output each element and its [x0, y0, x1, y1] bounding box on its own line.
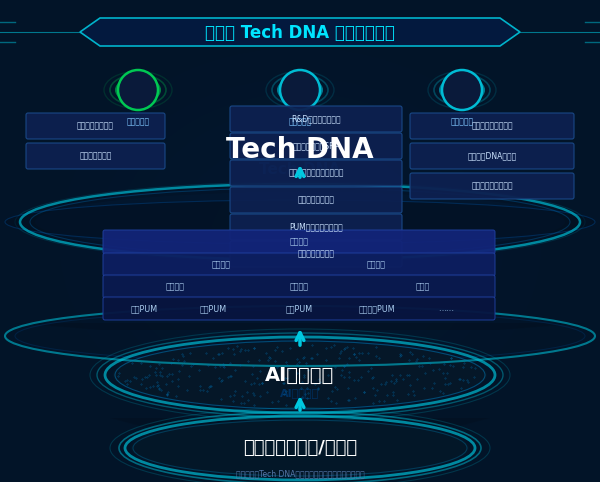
- Text: AI算法引擎: AI算法引擎: [265, 365, 335, 385]
- Ellipse shape: [15, 182, 585, 262]
- Text: 竞争情报库: 竞争情报库: [451, 118, 473, 126]
- FancyBboxPatch shape: [230, 241, 402, 267]
- FancyBboxPatch shape: [410, 173, 574, 199]
- FancyBboxPatch shape: [103, 253, 495, 276]
- FancyBboxPatch shape: [26, 143, 165, 169]
- Text: R&D友好的搜索方式: R&D友好的搜索方式: [291, 115, 341, 123]
- Text: 图：智慧芽Tech DNA数据处理示意图（来源：智慧芽）: 图：智慧芽Tech DNA数据处理示意图（来源：智慧芽）: [236, 469, 364, 479]
- Text: 公司科创DNA可视化: 公司科创DNA可视化: [467, 151, 517, 161]
- Text: Tech DNA: Tech DNA: [226, 136, 374, 164]
- Text: PUM辅助技术方案挖掘: PUM辅助技术方案挖掘: [289, 223, 343, 231]
- Ellipse shape: [5, 200, 595, 244]
- Polygon shape: [110, 418, 490, 426]
- Text: 生物医药PUM: 生物医药PUM: [358, 304, 395, 313]
- FancyBboxPatch shape: [103, 275, 495, 298]
- Text: 自定义用户分析: 自定义用户分析: [79, 151, 112, 161]
- FancyBboxPatch shape: [230, 214, 402, 240]
- Text: 通过技术效果找公司: 通过技术效果找公司: [471, 121, 513, 131]
- Circle shape: [118, 70, 158, 110]
- Text: AI算法引擎: AI算法引擎: [280, 388, 320, 398]
- FancyBboxPatch shape: [410, 143, 574, 169]
- FancyBboxPatch shape: [230, 106, 402, 132]
- FancyBboxPatch shape: [26, 113, 165, 139]
- Text: 技术领域: 技术领域: [290, 238, 308, 246]
- FancyBboxPatch shape: [230, 160, 402, 186]
- FancyBboxPatch shape: [103, 297, 495, 320]
- Polygon shape: [80, 18, 520, 46]
- Text: 辅助技术方案挖掘的过滤球: 辅助技术方案挖掘的过滤球: [288, 169, 344, 177]
- FancyBboxPatch shape: [230, 133, 402, 159]
- Text: 技术全景快速分析: 技术全景快速分析: [298, 250, 335, 258]
- Text: 技术效果: 技术效果: [367, 260, 386, 269]
- Text: Tech DNA: Tech DNA: [259, 162, 341, 177]
- Text: 技术手段: 技术手段: [166, 282, 184, 291]
- Text: 高效信息获取的SRP: 高效信息获取的SRP: [292, 142, 340, 150]
- Text: 按技术效果推荐公司: 按技术效果推荐公司: [471, 182, 513, 190]
- Text: 材料PUM: 材料PUM: [130, 304, 157, 313]
- Text: 智慧芽 Tech DNA 数据处理中枢: 智慧芽 Tech DNA 数据处理中枢: [205, 24, 395, 42]
- Text: 研发情报库: 研发情报库: [289, 118, 311, 126]
- Text: 通信PUM: 通信PUM: [286, 304, 313, 313]
- Text: 技术方案: 技术方案: [290, 282, 308, 291]
- Text: ……: ……: [439, 304, 454, 313]
- Ellipse shape: [35, 192, 565, 252]
- Circle shape: [280, 70, 320, 110]
- Text: 汽车PUM: 汽车PUM: [200, 304, 227, 313]
- Circle shape: [442, 70, 482, 110]
- Text: 技术问题: 技术问题: [212, 260, 231, 269]
- Text: 技术文档（专利/论文）: 技术文档（专利/论文）: [243, 439, 357, 457]
- FancyBboxPatch shape: [103, 230, 495, 254]
- Ellipse shape: [131, 419, 469, 477]
- Text: 技术方案深度对比: 技术方案深度对比: [298, 196, 335, 204]
- Ellipse shape: [113, 342, 487, 408]
- Text: 专利数据库: 专利数据库: [127, 118, 149, 126]
- Text: 用户友好的详情页: 用户友好的详情页: [77, 121, 114, 131]
- FancyBboxPatch shape: [230, 187, 402, 213]
- Polygon shape: [15, 323, 585, 330]
- FancyBboxPatch shape: [410, 113, 574, 139]
- Text: 实施例: 实施例: [416, 282, 430, 291]
